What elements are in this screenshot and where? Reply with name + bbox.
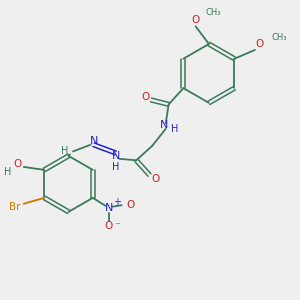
Text: O: O [255,39,263,49]
Text: O: O [191,15,200,25]
Text: +: + [113,197,121,207]
Text: O: O [105,221,113,231]
Text: H: H [172,124,179,134]
Text: H: H [112,162,119,172]
Text: O: O [14,159,22,169]
Text: Br: Br [8,202,20,212]
Text: N: N [160,120,168,130]
Text: H: H [61,146,68,156]
Text: CH₃: CH₃ [271,33,287,42]
Text: H: H [4,167,11,177]
Text: ⁻: ⁻ [114,221,120,231]
Text: O: O [141,92,149,102]
Text: CH₃: CH₃ [205,8,220,17]
Text: O: O [126,200,135,210]
Text: N: N [112,151,120,161]
Text: N: N [105,203,113,213]
Text: O: O [151,174,160,184]
Text: N: N [89,136,98,146]
